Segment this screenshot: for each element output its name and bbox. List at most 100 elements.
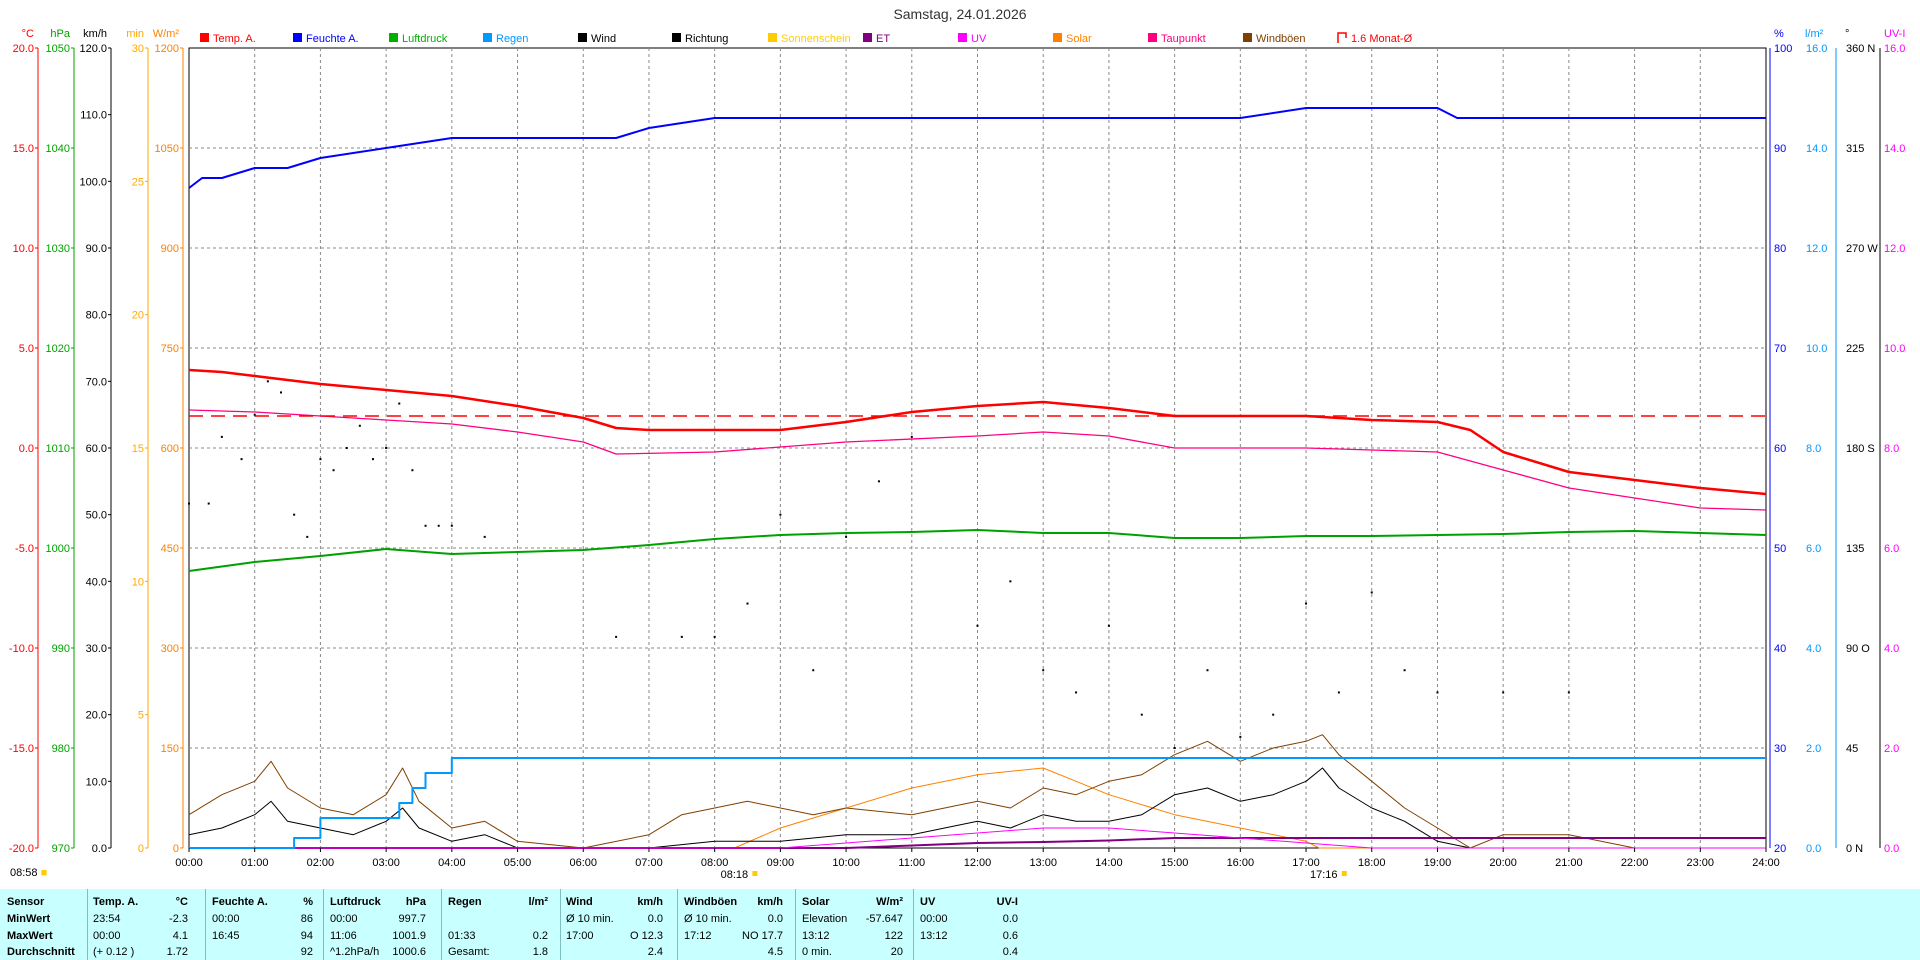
left-axis-label: 1050 [46,43,70,55]
stats-header-cell: % [303,896,313,908]
direction-point [615,635,618,638]
x-axis-label: 11:00 [898,857,925,869]
left-axis-label: -20.0 [9,843,34,855]
legend-label: UV [971,33,987,45]
stats-cell: 122 [884,930,903,942]
x-axis: 00:00 01:00 02:00 03:00 04:00 05:00 06:00 07:00… [175,848,1780,881]
left-axis-label: 120.0 [79,43,107,55]
x-axis-label: 20:00 [1489,857,1517,869]
series-et [189,837,1766,849]
direction-point [240,458,243,461]
stats-header-cell: hPa [405,896,426,908]
stats-cell: Elevation [802,913,848,925]
left-axis-label: 990 [52,643,70,655]
left-axis-label: 1020 [46,343,70,355]
x-axis-label: 22:00 [1621,857,1649,869]
direction-point [976,624,979,627]
right-axis-label: 80 [1774,243,1786,255]
direction-point [424,524,427,527]
direction-point [358,424,361,427]
stats-cell: 92 [300,946,313,958]
stats-cell: 4.5 [767,946,783,958]
direction-point [332,469,335,472]
right-axis-label: 6.0 [1884,543,1899,555]
x-axis-label: 06:00 [569,857,597,869]
legend-label: 1.6 Monat-Ø [1351,33,1413,45]
left-axis-label: 5.0 [19,343,34,355]
stats-cell: 0.0 [647,913,663,925]
right-axis-label: 10.0 [1806,343,1827,355]
x-axis-label: 16:00 [1227,857,1255,869]
direction-point [188,502,190,505]
left-axis-label: 1010 [46,443,70,455]
direction-point [1567,691,1570,694]
stats-cell: ^1.2hPa/h [330,946,380,958]
legend-label: Sonnenschein [781,33,851,45]
stats-header-cell: Temp. A. [93,896,139,908]
stats-cell: Gesamt: [448,946,490,958]
stats-cell: 0 min. [802,946,832,958]
right-axis-label: 0 N [1846,843,1863,855]
left-axis-label: 10.0 [86,776,107,788]
left-axis-label: 90.0 [86,243,107,255]
legend-label: Windböen [1256,33,1306,45]
left-axis-label: 150 [161,743,179,755]
stats-separator [913,889,914,960]
left-axis-label: 70.0 [86,376,107,388]
right-axis-label: 12.0 [1884,243,1905,255]
left-axis-label: 1030 [46,243,70,255]
x-axis-label: 17:00 [1292,857,1320,869]
left-axis-label: 10 [132,576,144,588]
series-layer [188,107,1767,849]
right-axis-label: 360 N [1846,43,1875,55]
stats-cell: 4.1 [172,930,188,942]
series-feuchte-a [188,107,1766,189]
right-axis-label: 8.0 [1806,443,1821,455]
weather-chart: Samstag, 24.01.2026 Temp. A. Feuchte A. Lu… [9,6,1906,881]
stats-cell: (+ 0.12 ) [93,946,135,958]
right-axis-label: 0.0 [1806,843,1821,855]
left-axis-label: 450 [161,543,179,555]
legend-swatch [200,33,209,42]
stats-cell: Ø 10 min. [684,913,732,925]
stats-cell: 2.4 [647,946,663,958]
legend-item: Temp. A. [200,33,256,45]
stats-separator [87,889,88,960]
stats-cell: MaxWert [7,930,53,942]
right-axis-label: 50 [1774,543,1786,555]
left-axis-label: 30.0 [86,643,107,655]
direction-point [1173,747,1176,749]
legend-swatch [958,33,967,42]
direction-point [437,524,440,527]
right-axis-label: 0.0 [1884,843,1899,855]
right-axis-label: 12.0 [1806,243,1827,255]
left-axis-label: 1200 [155,43,179,55]
right-axis-label: 225 [1846,343,1864,355]
stats-cell: 17:00 [566,930,594,942]
legend-label: Feuchte A. [306,33,359,45]
stats-cell: 11:06 [330,930,357,942]
left-axis-label: 900 [161,243,179,255]
right-axis-label: 30 [1774,743,1786,755]
legend-swatch [863,33,872,42]
series-taupunkt [188,409,1767,511]
right-axis-label: 270 W [1846,243,1878,255]
left-axis-unit: hPa [50,28,70,40]
left-axis-label: 0 [138,843,144,855]
stats-separator [560,889,561,960]
x-axis-label: 24:00 [1752,857,1780,869]
legend-item: ET [863,33,890,45]
x-axis-label: 23:00 [1687,857,1715,869]
stats-cell: 1.8 [532,946,548,958]
left-axis-label: 1050 [155,143,179,155]
x-axis-label: 10:00 [832,857,860,869]
right-axis-label: 4.0 [1806,643,1821,655]
x-axis-label: 18:00 [1358,857,1386,869]
right-axis-unit: % [1774,28,1784,40]
right-axis-label: 4.0 [1884,643,1899,655]
left-axis-label: -10.0 [9,643,34,655]
stats-header-cell: Sensor [7,896,45,908]
direction-point [371,458,374,461]
direction-point [207,502,210,505]
stats-separator [441,889,442,960]
